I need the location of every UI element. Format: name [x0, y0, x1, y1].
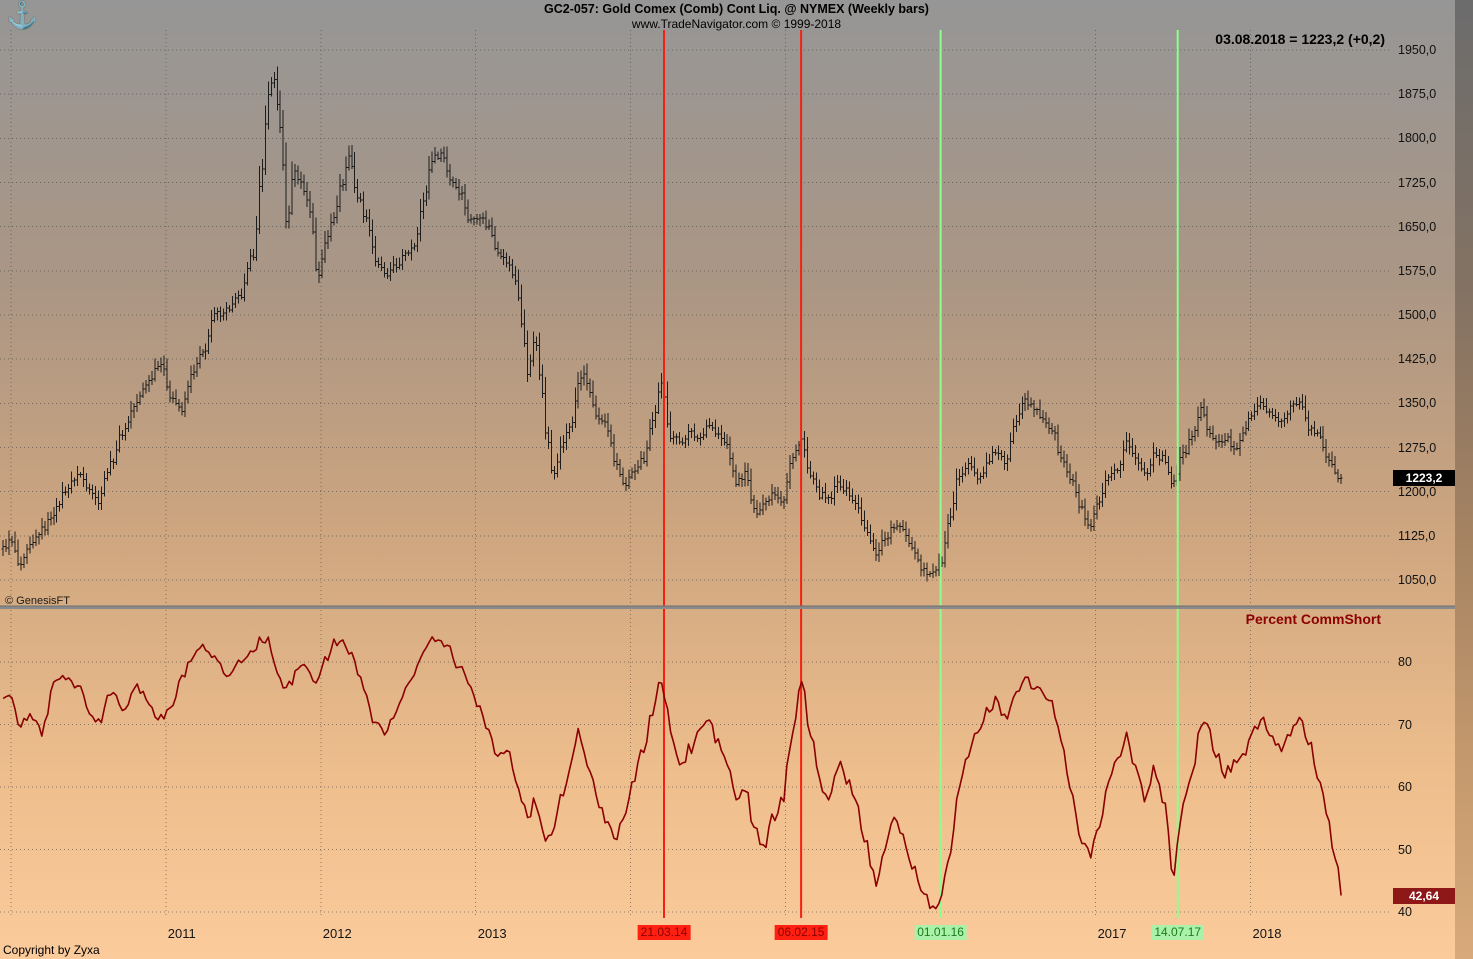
- event-date-tag: 01.01.16: [914, 925, 967, 940]
- indicator-panel-label: Percent CommShort: [1245, 611, 1381, 627]
- last-quote-readout: 03.08.2018 = 1223,2 (+0,2): [1215, 31, 1385, 47]
- price-axis-tick: 1200,0: [1398, 484, 1437, 499]
- year-label: 2011: [167, 926, 196, 941]
- chart-title: GC2-057: Gold Comex (Comb) Cont Liq. @ N…: [544, 2, 929, 16]
- panel-divider[interactable]: [0, 606, 1455, 609]
- price-axis-tick: 1950,0: [1398, 43, 1437, 57]
- price-bars-series: [1, 66, 1343, 582]
- event-date-tag: 21.03.14: [637, 925, 691, 940]
- chart-subtitle: www.TradeNavigator.com © 1999-2018: [631, 17, 842, 31]
- price-axis-tick: 1875,0: [1398, 87, 1437, 102]
- year-label: 2017: [1097, 926, 1127, 941]
- event-date-tag: 14.07.17: [1151, 925, 1205, 940]
- grid-lines: [0, 30, 1390, 918]
- price-axis-tick: 1125,0: [1398, 528, 1436, 543]
- price-axis-tick: 1650,0: [1398, 219, 1437, 234]
- event-date-tag: 06.02.15: [774, 925, 828, 940]
- app-anchor-icon: ⚓: [6, 0, 39, 30]
- commshort-line-series: [2, 636, 1342, 910]
- price-axis-tick: 1050,0: [1398, 573, 1437, 587]
- price-axis-tick: 1350,0: [1398, 396, 1437, 411]
- indicator-axis-tick: 50: [1398, 842, 1412, 857]
- price-axis-tick: 1500,0: [1398, 308, 1437, 322]
- genesis-watermark: © GenesisFT: [5, 595, 70, 607]
- last-price-badge: 1223,2: [1393, 470, 1455, 486]
- year-label: 2018: [1252, 926, 1282, 941]
- indicator-axis-tick: 40: [1398, 905, 1412, 919]
- price-axis-tick: 1800,0: [1398, 131, 1437, 146]
- right-edge-scrollbar[interactable]: [1455, 0, 1473, 959]
- indicator-axis-tick: 80: [1398, 655, 1412, 669]
- indicator-axis-tick: 70: [1398, 717, 1412, 732]
- price-axis-tick: 1425,0: [1398, 352, 1437, 367]
- year-label: 2012: [322, 926, 352, 941]
- year-label: 2013: [477, 926, 507, 941]
- price-axis-tick: 1575,0: [1398, 263, 1437, 278]
- indicator-value-badge: 42,64: [1393, 887, 1455, 904]
- indicator-axis-tick: 60: [1398, 780, 1412, 794]
- copyright-label: Copyright by Zyxa: [3, 943, 100, 957]
- price-axis-tick: 1725,0: [1398, 175, 1437, 190]
- price-axis-tick: 1275,0: [1398, 440, 1437, 455]
